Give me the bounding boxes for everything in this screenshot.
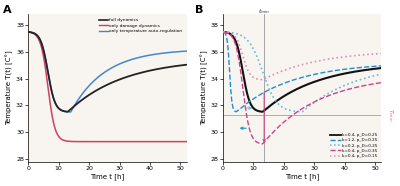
Legend: full dynamics, only damage dynamics, only temperature auto-regulation: full dynamics, only damage dynamics, onl… <box>97 16 184 35</box>
Text: $t_{min}$: $t_{min}$ <box>258 7 270 16</box>
X-axis label: Time t [h]: Time t [h] <box>285 174 319 180</box>
Legend: k=0.4, p_D=0.25, k=1.2, p_D=0.25, k=0.2, p_D=0.25, k=0.4, p_D=0.35, k=0.4, p_D=0: k=0.4, p_D=0.25, k=1.2, p_D=0.25, k=0.2,… <box>329 131 379 160</box>
Y-axis label: Temperature T(t) [C°]: Temperature T(t) [C°] <box>201 51 208 125</box>
Text: A: A <box>3 5 11 15</box>
X-axis label: Time t [h]: Time t [h] <box>90 174 124 180</box>
Text: $T_{min}$: $T_{min}$ <box>386 108 395 122</box>
Text: B: B <box>194 5 203 15</box>
Y-axis label: Temperature T(t) [C°]: Temperature T(t) [C°] <box>6 51 13 125</box>
